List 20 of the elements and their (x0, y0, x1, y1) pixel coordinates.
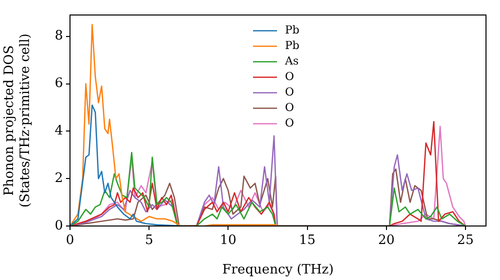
x-tick-label: 25 (457, 233, 474, 248)
x-axis-title: Frequency (THz) (222, 262, 334, 278)
y-tick-label: 0 (54, 218, 63, 234)
x-tick-label: 0 (66, 233, 74, 248)
x-tick-label: 20 (378, 233, 395, 248)
y-tick-label: 6 (54, 76, 63, 92)
legend-label: O (285, 70, 294, 84)
legend-label: O (285, 101, 294, 114)
x-tick-label: 5 (144, 233, 154, 248)
y-tick-label: 4 (54, 124, 63, 139)
legend-label: O (285, 116, 294, 130)
y-tick-label: 2 (54, 170, 63, 186)
y-tick-label: 8 (54, 28, 63, 44)
legend-label: O (285, 86, 294, 99)
legend-label: Pb (285, 24, 300, 37)
x-tick-label: 15 (298, 233, 316, 248)
x-tick-label: 10 (220, 233, 236, 248)
legend-label: As (284, 54, 299, 68)
legend-label: Pb (285, 39, 300, 52)
y-axis-title: Phonon projected DOS (States/THz·primitive cell) (2, 33, 33, 208)
